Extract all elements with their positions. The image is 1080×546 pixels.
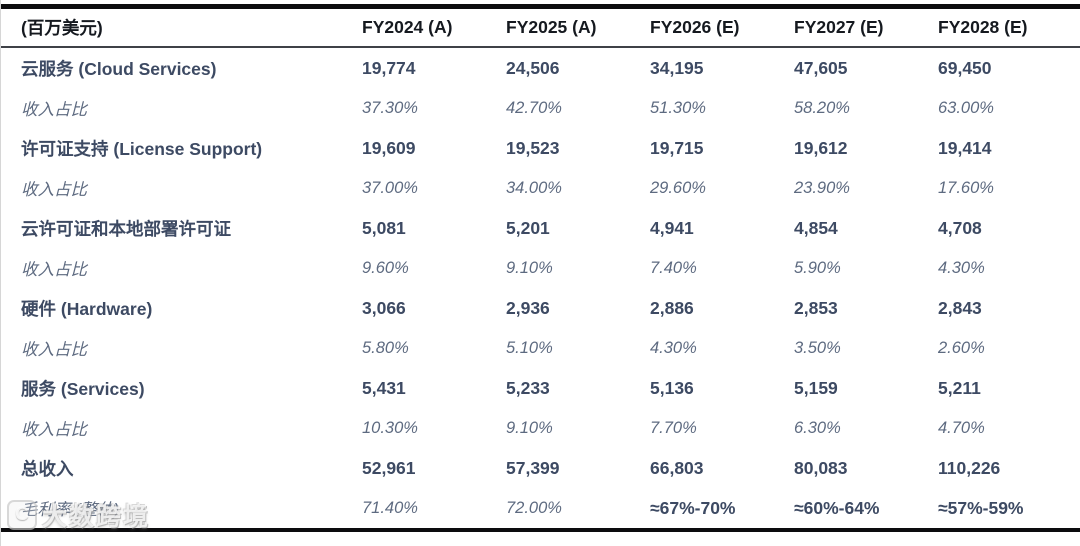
table-row-gross-margin: 毛利率 (整体) 71.40% 72.00% ≈67%-70% ≈60%-64%… [1, 488, 1080, 530]
row-label: 收入占比 [21, 101, 87, 119]
table-row-cloud-license: 云许可证和本地部署许可证 5,081 5,201 4,941 4,854 4,7… [1, 208, 1080, 248]
cell: 5,431 [362, 377, 406, 398]
cell: 19,774 [362, 57, 416, 78]
cell: 2,886 [650, 297, 694, 318]
cell: 63.00% [938, 98, 994, 117]
row-label: 云服务 (Cloud Services) [21, 58, 217, 79]
cell: 9.10% [506, 258, 553, 277]
cell: 71.40% [362, 498, 418, 517]
cell: 2,853 [794, 297, 838, 318]
cell: 37.30% [362, 98, 418, 117]
cell: 4.30% [938, 258, 985, 277]
cell: 37.00% [362, 178, 418, 197]
cell: 9.60% [362, 258, 409, 277]
table-header-row: (百万美元) FY2024 (A) FY2025 (A) FY2026 (E) … [1, 6, 1080, 48]
row-label: 收入占比 [21, 421, 87, 439]
cell: 5,159 [794, 377, 838, 398]
cell: 5,211 [938, 377, 981, 398]
revenue-forecast-table: (百万美元) FY2024 (A) FY2025 (A) FY2026 (E) … [1, 4, 1080, 532]
cell: 42.70% [506, 98, 562, 117]
cell: 6.30% [794, 418, 841, 437]
cell: 2,843 [938, 297, 982, 318]
cell: 24,506 [506, 57, 560, 78]
table-row-license-share: 收入占比 37.00% 34.00% 29.60% 23.90% 17.60% [1, 168, 1080, 208]
table-row-hardware: 硬件 (Hardware) 3,066 2,936 2,886 2,853 2,… [1, 288, 1080, 328]
cell: 110,226 [938, 457, 1001, 478]
cell: 29.60% [650, 178, 706, 197]
cell: 19,612 [794, 137, 848, 158]
row-label: 总收入 [21, 458, 74, 479]
cell: 66,803 [650, 457, 704, 478]
col-header-fy2024: FY2024 (A) [360, 6, 504, 48]
cell: 4,854 [794, 217, 838, 238]
row-label: 硬件 (Hardware) [21, 298, 153, 319]
table-row-services-share: 收入占比 10.30% 9.10% 7.70% 6.30% 4.70% [1, 408, 1080, 448]
cell: 5.10% [506, 338, 553, 357]
row-label: 收入占比 [21, 181, 87, 199]
cell: 58.20% [794, 98, 850, 117]
cell: 7.70% [650, 418, 697, 437]
col-header-fy2026: FY2026 (E) [648, 6, 792, 48]
cell: 57,399 [506, 457, 560, 478]
cell: ≈67%-70% [650, 497, 736, 518]
table-row-cloud-license-share: 收入占比 9.60% 9.10% 7.40% 5.90% 4.30% [1, 248, 1080, 288]
cell: 3.50% [794, 338, 841, 357]
cell: 4.30% [650, 338, 697, 357]
cell: 2.60% [938, 338, 985, 357]
cell: 5,136 [650, 377, 694, 398]
cell: 7.40% [650, 258, 697, 277]
col-header-fy2028: FY2028 (E) [936, 6, 1080, 48]
cell: 34.00% [506, 178, 562, 197]
cell: 5.90% [794, 258, 841, 277]
cell: 34,195 [650, 57, 704, 78]
cell: 72.00% [506, 498, 562, 517]
cell: ≈60%-64% [794, 497, 880, 518]
cell: 19,414 [938, 137, 992, 158]
row-label: 收入占比 [21, 261, 87, 279]
table-row-total-revenue: 总收入 52,961 57,399 66,803 80,083 110,226 [1, 448, 1080, 488]
cell: 10.30% [362, 418, 418, 437]
table-row-hardware-share: 收入占比 5.80% 5.10% 4.30% 3.50% 2.60% [1, 328, 1080, 368]
row-label: 收入占比 [21, 341, 87, 359]
cell: 4.70% [938, 418, 985, 437]
cell: 69,450 [938, 57, 992, 78]
cell: 51.30% [650, 98, 706, 117]
cell: ≈57%-59% [938, 497, 1024, 518]
cell: 2,936 [506, 297, 550, 318]
cell: 47,605 [794, 57, 848, 78]
unit-label: (百万美元) [1, 6, 360, 48]
cell: 17.60% [938, 178, 994, 197]
col-header-fy2025: FY2025 (A) [504, 6, 648, 48]
table-row-license-support: 许可证支持 (License Support) 19,609 19,523 19… [1, 128, 1080, 168]
table-row-cloud-services: 云服务 (Cloud Services) 19,774 24,506 34,19… [1, 47, 1080, 88]
cell: 52,961 [362, 457, 416, 478]
row-label: 云许可证和本地部署许可证 [21, 218, 231, 239]
row-label: 毛利率 (整体) [21, 501, 120, 519]
table-row-services: 服务 (Services) 5,431 5,233 5,136 5,159 5,… [1, 368, 1080, 408]
col-header-fy2027: FY2027 (E) [792, 6, 936, 48]
cell: 5,233 [506, 377, 550, 398]
cell: 5.80% [362, 338, 409, 357]
cell: 3,066 [362, 297, 406, 318]
cell: 23.90% [794, 178, 850, 197]
cell: 5,201 [506, 217, 550, 238]
cell: 19,715 [650, 137, 704, 158]
cell: 4,941 [650, 217, 694, 238]
cell: 19,609 [362, 137, 416, 158]
cell: 5,081 [362, 217, 406, 238]
cell: 19,523 [506, 137, 560, 158]
cell: 80,083 [794, 457, 848, 478]
cell: 4,708 [938, 217, 982, 238]
row-label: 服务 (Services) [21, 378, 145, 399]
row-label: 许可证支持 (License Support) [21, 138, 263, 159]
cell: 9.10% [506, 418, 553, 437]
table-row-cloud-share: 收入占比 37.30% 42.70% 51.30% 58.20% 63.00% [1, 88, 1080, 128]
